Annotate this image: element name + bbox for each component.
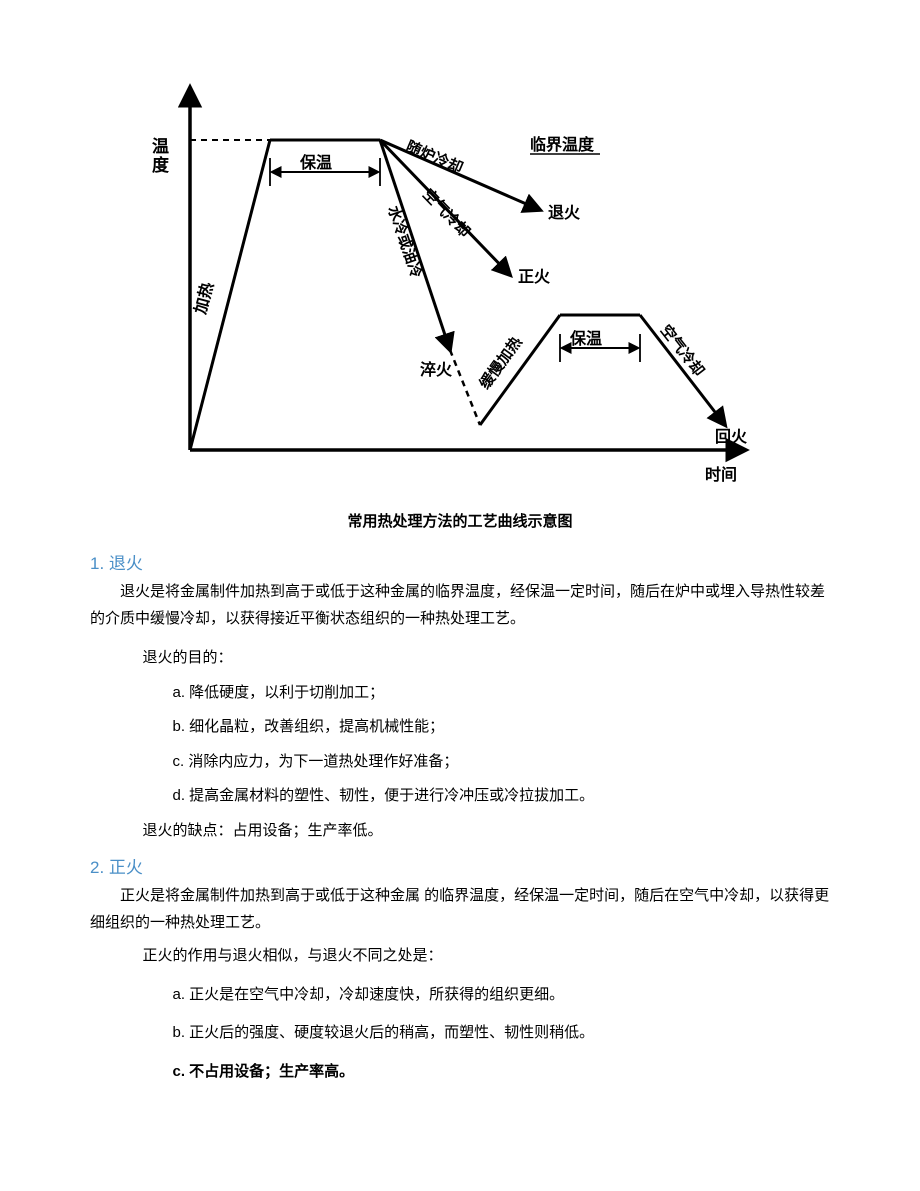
label-holding1: 保温 [299,153,332,172]
diagram-caption: 常用热处理方法的工艺曲线示意图 [90,510,830,531]
section2-b: b. 正火后的强度、硬度较退火后的稍高，而塑性、韧性则稍低。 [173,1019,831,1048]
section1-heading: 1. 退火 [90,549,830,574]
label-normalizing: 正火 [518,268,551,286]
section1-purpose: 退火的目的： [143,644,831,673]
label-furnace-cool: 随炉冷却 [403,137,465,177]
label-annealing: 退火 [548,204,581,222]
label-water-oil: 水冷或油冷 [384,203,425,280]
section2-a: a. 正火是在空气中冷却，冷却速度快，所获得的组织更细。 [173,981,831,1010]
section2-heading: 2. 正火 [90,853,830,878]
label-quenching: 淬火 [420,360,453,379]
section1-b: b. 细化晶粒，改善组织，提高机械性能； [173,713,831,742]
label-holding2: 保温 [569,329,602,348]
section2-p2: 正火的作用与退火相似，与退火不同之处是： [143,942,831,971]
label-critical: 临界温度 [530,135,595,154]
section1-p1: 退火是将金属制件加热到高于或低于这种金属的临界温度，经保温一定时间，随后在炉中或… [90,578,830,632]
label-heating: 加热 [190,280,217,317]
section1-cons: 退火的缺点：占用设备；生产率低。 [143,817,831,846]
diagram-svg: 保温 加热 随炉冷却 退火 临界温度 空气冷却 正火 水冷或油冷 淬火 缓慢加热… [160,80,760,490]
section1-a: a. 降低硬度，以利于切削加工； [173,679,831,708]
y-axis-label: 温度 [152,138,172,175]
x-axis-label: 时间 [705,465,737,484]
section1-d: d. 提高金属材料的塑性、韧性，便于进行冷冲压或冷拉拔加工。 [173,782,831,811]
label-air-cool: 空气冷却 [419,185,474,241]
label-slow-heat: 缓慢加热 [476,333,526,392]
heat-treatment-diagram: 温度 保温 加热 随炉冷却 退火 临界温度 [160,80,760,490]
section2-p1: 正火是将金属制件加热到高于或低于这种金属 的临界温度，经保温一定时间，随后在空气… [90,882,830,936]
section2-c: c. 不占用设备；生产率高。 [173,1058,831,1087]
section1-c: c. 消除内应力，为下一道热处理作好准备； [173,748,831,777]
label-tempering: 回火 [715,428,748,446]
